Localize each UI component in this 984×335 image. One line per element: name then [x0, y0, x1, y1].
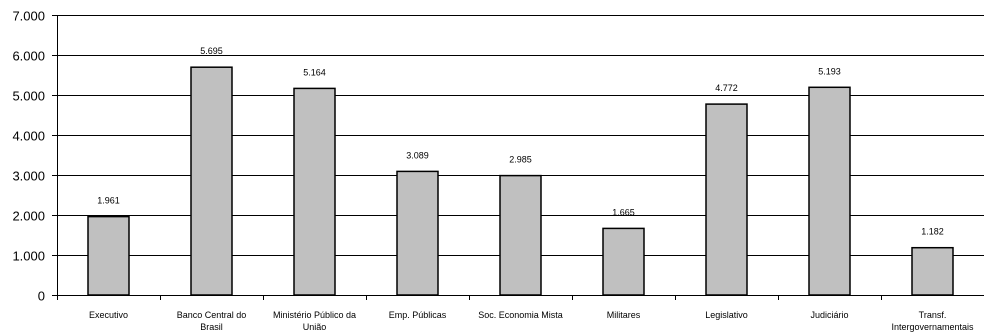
y-tick-label: 0	[38, 289, 45, 304]
y-tick-label: 7.000	[12, 9, 45, 24]
bar	[499, 174, 542, 296]
y-tick-label: 5.000	[12, 89, 45, 104]
x-tick-label: Militares	[607, 310, 641, 320]
x-tick-label: Banco Central do	[177, 310, 247, 320]
x-axis: Executivo Banco Central do Brasil Ministéri…	[57, 295, 984, 332]
x-tick-label: União	[303, 322, 327, 332]
bar	[190, 66, 233, 296]
y-tick-label: 2.000	[12, 209, 45, 224]
bar	[808, 86, 851, 296]
bars: 1.961 5.695 5.164 3.089 2.985 1.665 4.772 5.193…	[87, 46, 954, 296]
data-label: 3.089	[406, 150, 429, 160]
data-label: 2.985	[509, 155, 532, 165]
data-label: 5.164	[303, 67, 326, 77]
x-tick-label: Legislativo	[705, 310, 748, 320]
bar	[396, 170, 439, 296]
y-tick-label: 4.000	[12, 129, 45, 144]
x-tick-label: Emp. Públicas	[389, 310, 447, 320]
bar	[705, 103, 748, 296]
y-tick-label: 6.000	[12, 49, 45, 64]
x-tick-label: Brasil	[200, 322, 223, 332]
x-tick-label: Transf.	[919, 310, 947, 320]
bar	[602, 227, 645, 296]
bar	[293, 87, 336, 296]
data-label: 1.961	[97, 196, 120, 206]
y-axis: 0 1.000 2.000 3.000 4.000 5.000 6.000 7.000	[12, 9, 58, 304]
x-tick-label: Ministério Público da	[273, 310, 356, 320]
data-label: 1.665	[612, 207, 635, 217]
x-tick-label: Soc. Economia Mista	[478, 310, 563, 320]
y-tick-label: 3.000	[12, 169, 45, 184]
x-tick-label: Intergovernamentais	[891, 322, 974, 332]
data-label: 1.182	[921, 227, 944, 237]
data-label: 4.772	[715, 83, 738, 93]
x-tick-label: Executivo	[89, 310, 128, 320]
bar	[87, 215, 130, 296]
data-label: 5.695	[200, 46, 223, 56]
y-tick-label: 1.000	[12, 249, 45, 264]
data-label: 5.193	[818, 66, 841, 76]
bar	[911, 246, 954, 296]
x-tick-label: Judiciário	[810, 310, 848, 320]
